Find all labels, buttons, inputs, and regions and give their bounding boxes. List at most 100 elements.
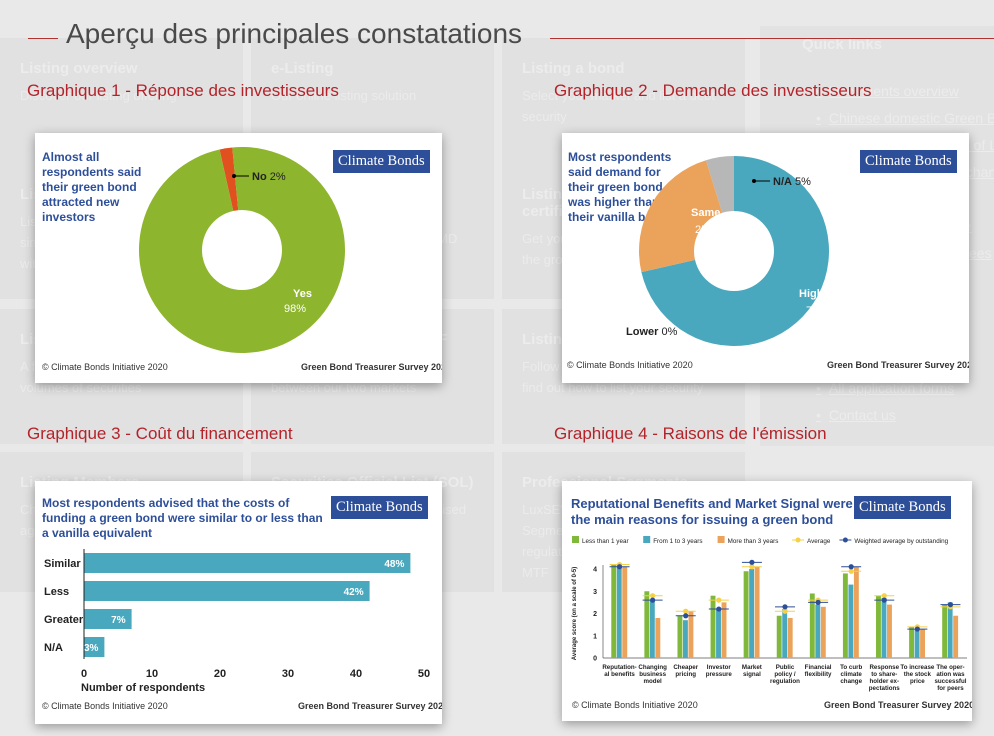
marker-weighted-average-by-outstanding-7 xyxy=(848,564,854,570)
category-label-line: holder ex- xyxy=(869,678,899,685)
climate-bonds-logo: Climate Bonds xyxy=(860,150,957,173)
marker-average-5 xyxy=(782,608,788,614)
chart-4-svg: Less than 1 year From 1 to 3 years More th… xyxy=(572,536,967,692)
bar-from-1-to-3-years-10 xyxy=(947,602,953,658)
bar-from-1-to-3-years-8 xyxy=(881,597,887,658)
bar-from-1-to-3-years-4 xyxy=(749,569,755,658)
section-header: Aperçu des principales constatations xyxy=(0,14,994,54)
category-label-line: The oper- xyxy=(936,664,964,671)
x-tick-label: 50 xyxy=(418,668,430,680)
slice-label-yes: Yes xyxy=(293,288,312,300)
bar-more-than-3-years-4 xyxy=(754,566,760,658)
bar-similar xyxy=(84,553,411,573)
slice-label-higher: Higher xyxy=(799,288,835,300)
bar-more-than-3-years-7 xyxy=(853,566,859,658)
donut-hole xyxy=(694,211,774,291)
y-tick-label: 4 xyxy=(593,567,597,574)
bar-value-label: 42% xyxy=(344,587,364,598)
slice-label-lower: Lower 0% xyxy=(626,326,678,338)
bar-more-than-3-years-3 xyxy=(721,602,727,658)
climate-bonds-logo: Climate Bonds xyxy=(333,150,430,173)
copyright-text: © Climate Bonds Initiative 2020 xyxy=(567,360,693,370)
legend-label-from-1-to-3-years: From 1 to 3 years xyxy=(653,538,702,545)
bar-more-than-3-years-10 xyxy=(953,615,959,658)
bar-more-than-3-years-6 xyxy=(820,606,826,658)
bar-less-than-1-year-6 xyxy=(809,593,815,658)
category-label-5: Public policy / regulation xyxy=(770,664,800,685)
legend-label-more-than-3-years: More than 3 years xyxy=(728,538,779,545)
category-label-0: Reputation-al benefits xyxy=(602,664,636,678)
bar-more-than-3-years-8 xyxy=(887,604,892,658)
legend-swatch-from-1-to-3-years xyxy=(643,536,651,543)
bar-more-than-3-years-5 xyxy=(787,617,793,658)
category-label-line: Public xyxy=(776,664,795,671)
bar-from-1-to-3-years-0 xyxy=(616,564,622,658)
x-tick-label: 20 xyxy=(214,668,226,680)
bar-less-than-1-year-7 xyxy=(842,573,848,658)
chart-3-svg: Similar 48% Less 42% Greater 7% N/A 3% 0 10 20 30 40… xyxy=(44,549,430,694)
category-label-line: flexibility xyxy=(805,671,832,678)
slice-label-no: No 2% xyxy=(252,171,286,183)
category-label-line: pectations xyxy=(869,685,901,692)
y-axis-title: Average score (on a scale of 0-5) xyxy=(572,567,578,660)
bar-less-than-1-year-2 xyxy=(677,615,683,658)
category-label-line: Cheaper xyxy=(673,664,698,671)
category-label-line: Investor xyxy=(707,664,732,671)
header-rule-left xyxy=(28,38,58,39)
bar-less-than-1-year-10 xyxy=(942,604,948,658)
legend-label-weighted-average-by-outstanding: Weighted average by outstanding xyxy=(854,538,948,545)
marker-weighted-average-by-outstanding-3 xyxy=(716,606,722,612)
chart-4-title: Reputational Benefits and Market Signal … xyxy=(571,496,853,527)
slice-label-same: Same xyxy=(691,207,720,219)
graph-3-title: Graphique 3 - Coût du financement xyxy=(27,424,293,443)
bar-greater xyxy=(84,609,132,629)
page-title: Aperçu des principales constatations xyxy=(66,18,523,49)
bar-value-label: 3% xyxy=(84,643,99,654)
bar-from-1-to-3-years-1 xyxy=(649,600,655,658)
category-label-line: successful xyxy=(934,678,966,685)
y-tick-label: 2 xyxy=(593,611,597,618)
category-label-line: business xyxy=(639,671,666,678)
category-label-9: To increase the stock price xyxy=(900,664,934,685)
bar-from-1-to-3-years-5 xyxy=(782,609,788,658)
survey-source: Green Bond Treasurer Survey 2020 xyxy=(824,700,972,710)
marker-weighted-average-by-outstanding-10 xyxy=(947,602,954,608)
category-label-line: pricing xyxy=(675,671,696,678)
marker-weighted-average-by-outstanding-4 xyxy=(749,559,755,565)
chart-card-issuance-reasons: Reputational Benefits and Market Signal … xyxy=(562,481,972,721)
category-label-1: Changing business model xyxy=(638,664,667,685)
marker-average-2 xyxy=(683,608,689,614)
x-tick-label: 10 xyxy=(146,668,158,680)
donut-hole xyxy=(202,210,282,290)
category-label-7: To curb climate change xyxy=(840,664,863,685)
chart-card-investor-demand: Most respondents said demand for their g… xyxy=(562,133,969,383)
marker-average-1 xyxy=(650,593,656,599)
legend-marker-weighted-average-by-outstanding xyxy=(842,537,848,543)
bar-n-a xyxy=(84,637,105,657)
slice-label-no-name: No xyxy=(252,171,267,183)
chart-card-funding-cost: Most respondents advised that the costs … xyxy=(35,481,442,724)
leader-dot-no xyxy=(232,174,236,178)
marker-weighted-average-by-outstanding-1 xyxy=(650,597,656,603)
legend-swatch-more-than-3-years xyxy=(717,536,725,543)
bar-less-than-1-year-9 xyxy=(909,626,915,658)
chart-card-investor-response: Almost all respondents said their green … xyxy=(35,133,442,383)
category-label-line: the stock xyxy=(904,671,932,678)
copyright-text: © Climate Bonds Initiative 2020 xyxy=(42,362,168,372)
slice-label-na-name: N/A xyxy=(773,176,792,188)
bar-more-than-3-years-1 xyxy=(655,617,661,658)
bar-more-than-3-years-9 xyxy=(920,629,926,658)
copyright-text: © Climate Bonds Initiative 2020 xyxy=(572,700,698,710)
category-label-line: change xyxy=(840,678,862,685)
category-label-line: To increase xyxy=(900,664,934,671)
category-label-line: Changing xyxy=(638,664,667,671)
category-label-line: pressure xyxy=(706,671,733,678)
legend-swatch-less-than-1-year xyxy=(572,536,579,543)
bar-less-than-1-year-8 xyxy=(876,595,881,658)
marker-weighted-average-by-outstanding-5 xyxy=(782,604,788,610)
chart-3-title: Most respondents advised that the costs … xyxy=(42,496,323,540)
marker-average-8 xyxy=(881,593,887,599)
category-label-n-a: N/A xyxy=(44,642,63,654)
y-tick-label: 3 xyxy=(593,589,597,596)
slice-value-same: 25% xyxy=(695,224,717,236)
